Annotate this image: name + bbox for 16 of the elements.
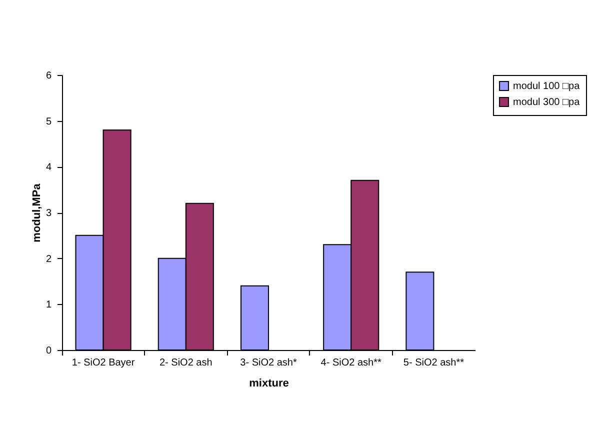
x-tick-label: 1- SiO2 Bayer <box>72 358 136 368</box>
legend-label: modul 300 □pa <box>513 97 580 108</box>
x-axis-title: mixture <box>249 378 289 390</box>
x-tick-label: 3- SiO2 ash* <box>240 358 297 368</box>
y-tick-label: 1 <box>46 300 52 311</box>
y-tick-label: 0 <box>46 346 52 356</box>
y-tick-label: 5 <box>46 116 52 128</box>
x-tick-label: 5- SiO2 ash** <box>403 358 464 368</box>
x-tick-label: 4- SiO2 ash** <box>320 358 382 368</box>
y-tick-label: 3 <box>46 208 52 219</box>
legend-label: modul 100 □pa <box>513 81 580 92</box>
y-tick-label: 6 <box>46 70 52 82</box>
y-tick-label: 4 <box>46 162 52 174</box>
y-tick-label: 2 <box>46 254 52 265</box>
y-axis-title: modul,MPa <box>30 182 43 242</box>
x-tick-label: 2- SiO2 ash <box>159 358 212 368</box>
